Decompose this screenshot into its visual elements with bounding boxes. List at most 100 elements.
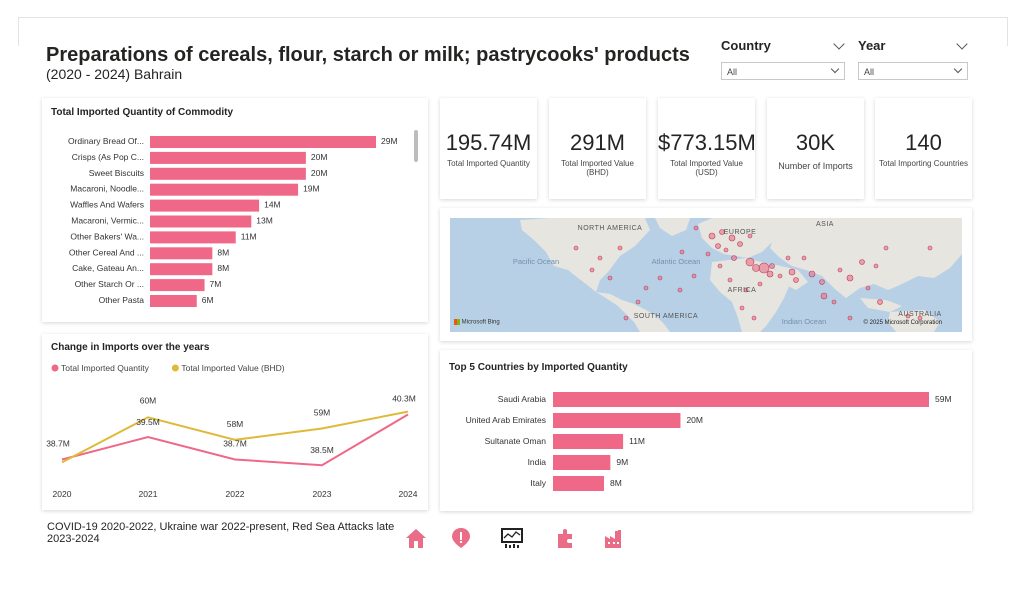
bar-category-label: Other Bakers' Wa... — [70, 231, 144, 241]
map-bubble[interactable] — [905, 313, 911, 319]
commodity-bar[interactable] — [150, 295, 197, 307]
map-bubble[interactable] — [758, 262, 770, 274]
commodity-bar[interactable] — [150, 136, 376, 148]
puzzle-icon[interactable] — [554, 527, 578, 549]
bar-category-label: Italy — [530, 478, 546, 488]
monitor-chart-icon[interactable] — [500, 527, 524, 549]
map-bubble[interactable] — [705, 251, 711, 257]
map-bubble[interactable] — [808, 270, 816, 278]
bar-data-label: 9M — [616, 457, 628, 467]
map-bubble[interactable] — [751, 315, 757, 321]
map-bubble[interactable] — [831, 299, 837, 305]
map-bubble[interactable] — [715, 243, 721, 249]
chevron-down-icon[interactable] — [953, 64, 963, 74]
map-bubble[interactable] — [785, 255, 791, 261]
map-bubble[interactable] — [691, 273, 697, 279]
map-bubble[interactable] — [788, 268, 796, 276]
bar-data-label: 11M — [241, 231, 257, 241]
map-bubble[interactable] — [757, 281, 763, 287]
year-dropdown-value: All — [864, 67, 875, 77]
map-bubble[interactable] — [573, 245, 579, 251]
map-bubble[interactable] — [723, 247, 729, 253]
map-bubble[interactable] — [793, 277, 799, 283]
page-title: Preparations of cereals, flour, starch o… — [46, 44, 690, 66]
land-australia — [888, 310, 940, 332]
year-slicer[interactable]: Year All — [858, 38, 968, 80]
map-bubble[interactable] — [617, 245, 623, 251]
map-bubble[interactable] — [693, 225, 699, 231]
commodity-bar[interactable] — [150, 247, 213, 260]
map-bubble[interactable] — [859, 259, 865, 265]
commodity-bar[interactable] — [150, 199, 260, 212]
map-bubble[interactable] — [739, 305, 745, 311]
bar-category-label: Other Cereal And ... — [69, 247, 144, 257]
bar-category-label: Ordinary Bread Of... — [68, 136, 144, 146]
map-bubble[interactable] — [727, 277, 733, 283]
x-axis-tick-label: 2023 — [313, 489, 332, 499]
line-series[interactable] — [61, 410, 409, 464]
map-bubble[interactable] — [747, 233, 753, 239]
commodity-bar[interactable] — [150, 231, 236, 244]
commodity-bar[interactable] — [150, 183, 299, 196]
map-bubble[interactable] — [766, 270, 774, 278]
map-bubble[interactable] — [883, 245, 889, 251]
bar-category-label: Macaroni, Noodle... — [70, 184, 144, 194]
line-series[interactable] — [61, 413, 409, 467]
map-bubble[interactable] — [635, 299, 641, 305]
chevron-down-icon[interactable] — [830, 64, 840, 74]
country-dropdown[interactable]: All — [721, 62, 845, 80]
map-bubble[interactable] — [643, 285, 649, 291]
country-slicer[interactable]: Country All — [721, 38, 845, 80]
map-bubble[interactable] — [801, 255, 807, 261]
country-bar[interactable] — [553, 413, 681, 428]
country-bar[interactable] — [553, 476, 604, 491]
commodity-bar[interactable] — [150, 263, 213, 276]
bar-data-label: 14M — [264, 200, 281, 210]
map-bubble[interactable] — [737, 241, 743, 247]
commodity-bar[interactable] — [150, 215, 252, 228]
map-bubble[interactable] — [837, 267, 843, 273]
map-bubble[interactable] — [743, 287, 749, 293]
map-bubble[interactable] — [873, 263, 879, 269]
country-bar[interactable] — [553, 392, 929, 407]
map-bubble[interactable] — [677, 287, 683, 293]
map-bubble[interactable] — [865, 285, 871, 291]
world-map[interactable]: NORTH AMERICA EUROPE ASIA Pacific Ocean Atla… — [450, 218, 962, 332]
map-bubble[interactable] — [745, 257, 755, 267]
map-bubble[interactable] — [820, 292, 828, 300]
map-bubble[interactable] — [607, 275, 613, 281]
legend-label[interactable]: Total Imported Quantity — [61, 363, 150, 373]
map-bubble[interactable] — [917, 315, 923, 321]
map-bubble[interactable] — [623, 315, 629, 321]
map-bubble[interactable] — [657, 275, 663, 281]
legend-label[interactable]: Total Imported Value (BHD) — [181, 363, 284, 373]
commodity-bar[interactable] — [150, 279, 205, 292]
map-bubble[interactable] — [769, 263, 775, 269]
map-bubble[interactable] — [846, 274, 854, 282]
map-bubble[interactable] — [847, 315, 853, 321]
alert-icon[interactable] — [449, 527, 473, 549]
map-bubble[interactable] — [877, 299, 883, 305]
home-icon[interactable] — [404, 527, 428, 549]
commodity-bar[interactable] — [150, 151, 306, 164]
map-bubble[interactable] — [717, 263, 723, 269]
map-bubble[interactable] — [589, 267, 595, 273]
map-bubble[interactable] — [679, 249, 685, 255]
map-bubble[interactable] — [597, 255, 603, 261]
top-countries-bar-chart: Saudi Arabia 59M United Arab Emirates 20M Su… — [466, 392, 952, 491]
map-bubble[interactable] — [708, 232, 716, 240]
map-bubble[interactable] — [927, 245, 933, 251]
country-bar[interactable] — [553, 434, 624, 449]
scrollbar-thumb[interactable] — [414, 130, 418, 162]
map-bubble[interactable] — [819, 279, 825, 285]
country-bar[interactable] — [553, 455, 611, 470]
map-bubble[interactable] — [777, 273, 783, 279]
map-bubble[interactable] — [752, 264, 760, 272]
commodity-bar[interactable] — [150, 167, 306, 180]
map-bubble[interactable] — [719, 229, 725, 235]
factory-icon[interactable] — [602, 527, 626, 549]
year-dropdown[interactable]: All — [858, 62, 968, 80]
bar-data-label: 7M — [210, 279, 222, 289]
map-bubble[interactable] — [728, 234, 736, 242]
map-bubble[interactable] — [731, 255, 737, 261]
